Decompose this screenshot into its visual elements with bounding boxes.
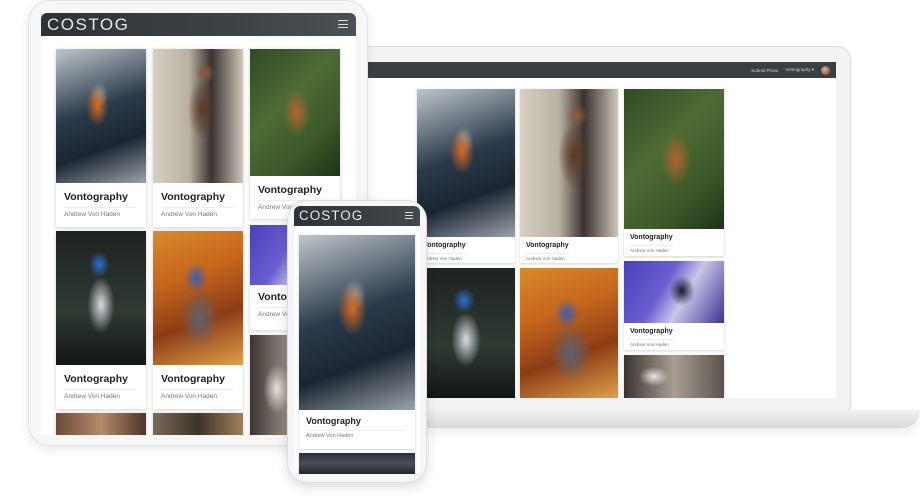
photo-card[interactable] xyxy=(624,355,724,398)
brand-logo[interactable]: COSTOG xyxy=(47,15,130,34)
photo-card[interactable] xyxy=(299,453,415,474)
photo-image xyxy=(624,89,724,229)
photo-image xyxy=(299,235,415,410)
photo-image xyxy=(520,89,618,237)
brand-logo[interactable]: COSTOG xyxy=(299,208,364,223)
card-title: Vontography xyxy=(630,328,673,335)
card-author: Andrew Von Haden xyxy=(161,389,233,400)
photo-card[interactable]: Vontography Andrew Von Haden xyxy=(250,49,340,219)
card-title: Vontography xyxy=(423,242,466,249)
photo-card[interactable] xyxy=(56,413,146,435)
photo-image xyxy=(299,453,415,474)
card-title: Vontography xyxy=(306,416,361,426)
phone-screen: COSTOG Vontography Andrew Von Haden xyxy=(294,206,420,474)
hamburger-menu-icon[interactable] xyxy=(405,212,413,219)
photo-card[interactable] xyxy=(417,268,515,398)
laptop-navbar: Submit Photo Vontography ▾ xyxy=(368,62,836,78)
photo-card[interactable]: Vontography Andrew Von Haden xyxy=(299,235,415,449)
hamburger-menu-icon[interactable] xyxy=(338,20,348,28)
photo-card[interactable]: Vontography Andrew Von Haden xyxy=(56,231,146,409)
card-title: Vontography xyxy=(630,234,673,241)
photo-image xyxy=(624,261,724,323)
card-author: Andrew Von Haden xyxy=(630,245,673,253)
submit-photo-link[interactable]: Submit Photo xyxy=(751,67,779,73)
photo-image xyxy=(520,268,618,398)
card-author: Andrew Von Haden xyxy=(258,200,330,211)
photo-image xyxy=(417,89,515,237)
photo-image xyxy=(56,49,146,183)
photo-image xyxy=(417,268,515,398)
photo-image xyxy=(153,49,243,183)
photo-card[interactable]: Vontography Andrew Von Haden xyxy=(520,89,618,263)
photo-card[interactable] xyxy=(520,268,618,398)
card-author: Andrew Von Haden xyxy=(423,253,466,261)
photo-image xyxy=(250,49,340,176)
photo-card[interactable] xyxy=(153,413,243,435)
tablet-navbar: COSTOG xyxy=(41,13,356,36)
laptop-base xyxy=(300,410,920,428)
photo-card[interactable]: Vontography Andrew Von Haden xyxy=(153,49,243,227)
photo-card[interactable]: Vontography Andrew Von Haden xyxy=(153,231,243,409)
card-title: Vontography xyxy=(161,191,225,203)
card-title: Vontography xyxy=(258,184,322,196)
user-avatar[interactable] xyxy=(821,65,830,75)
card-author: Andrew Von Haden xyxy=(64,207,136,218)
photo-image xyxy=(153,231,243,365)
photo-image xyxy=(56,231,146,365)
photo-image xyxy=(56,413,146,435)
photo-image xyxy=(153,413,243,435)
photo-card[interactable]: Vontography Andrew Von Haden xyxy=(56,49,146,227)
card-title: Vontography xyxy=(64,191,128,203)
card-author: Andrew Von Haden xyxy=(306,430,406,439)
phone-navbar: COSTOG xyxy=(294,206,420,226)
card-author: Andrew Von Haden xyxy=(161,207,233,218)
photo-card[interactable]: Vontography Andrew Von Haden xyxy=(417,89,515,263)
laptop-screen: Submit Photo Vontography ▾ Vontography A… xyxy=(368,62,836,398)
user-menu-dropdown[interactable]: Vontography ▾ xyxy=(785,67,814,72)
card-title: Vontography xyxy=(161,373,225,385)
card-author: Andrew Von Haden xyxy=(526,253,569,261)
card-title: Vontography xyxy=(526,242,569,249)
card-title: Vontography xyxy=(64,373,128,385)
photo-card[interactable]: Vontography Andrew Von Haden xyxy=(624,261,724,350)
card-author: Andrew Von Haden xyxy=(630,339,673,347)
photo-image xyxy=(624,355,724,398)
card-author: Andrew Von Haden xyxy=(64,389,136,400)
photo-card[interactable]: Vontography Andrew Von Haden xyxy=(624,89,724,256)
